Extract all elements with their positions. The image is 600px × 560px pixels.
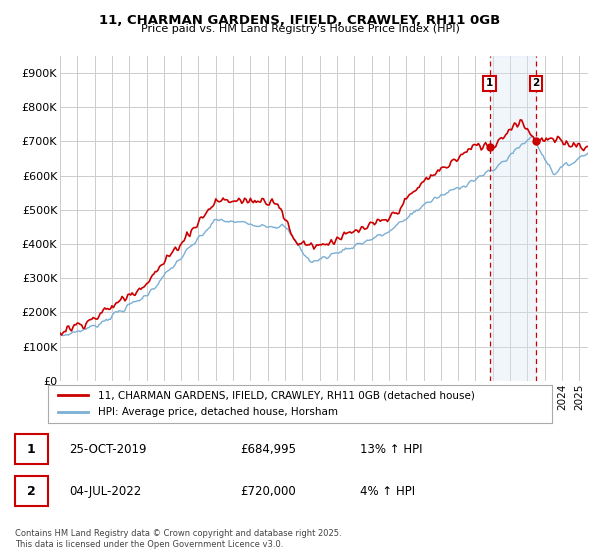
Text: Contains HM Land Registry data © Crown copyright and database right 2025.
This d: Contains HM Land Registry data © Crown c… [15, 529, 341, 549]
Text: 13% ↑ HPI: 13% ↑ HPI [360, 442, 422, 456]
Text: Price paid vs. HM Land Registry's House Price Index (HPI): Price paid vs. HM Land Registry's House … [140, 24, 460, 34]
Text: 04-JUL-2022: 04-JUL-2022 [69, 484, 141, 498]
Text: 1: 1 [27, 442, 35, 456]
Bar [490, 56, 536, 381]
Text: 4% ↑ HPI: 4% ↑ HPI [360, 484, 415, 498]
Text: 1: 1 [486, 78, 493, 88]
Text: 11, CHARMAN GARDENS, IFIELD, CRAWLEY, RH11 0GB: 11, CHARMAN GARDENS, IFIELD, CRAWLEY, RH… [100, 14, 500, 27]
Text: £684,995: £684,995 [240, 442, 296, 456]
Text: HPI: Average price, detached house, Horsham: HPI: Average price, detached house, Hors… [98, 407, 338, 417]
FancyBboxPatch shape [15, 476, 48, 506]
Text: 11, CHARMAN GARDENS, IFIELD, CRAWLEY, RH11 0GB (detached house): 11, CHARMAN GARDENS, IFIELD, CRAWLEY, RH… [98, 390, 475, 400]
Text: 2: 2 [27, 484, 35, 498]
Text: £720,000: £720,000 [240, 484, 296, 498]
FancyBboxPatch shape [15, 434, 48, 464]
Text: 25-OCT-2019: 25-OCT-2019 [69, 442, 146, 456]
Text: 2: 2 [532, 78, 539, 88]
